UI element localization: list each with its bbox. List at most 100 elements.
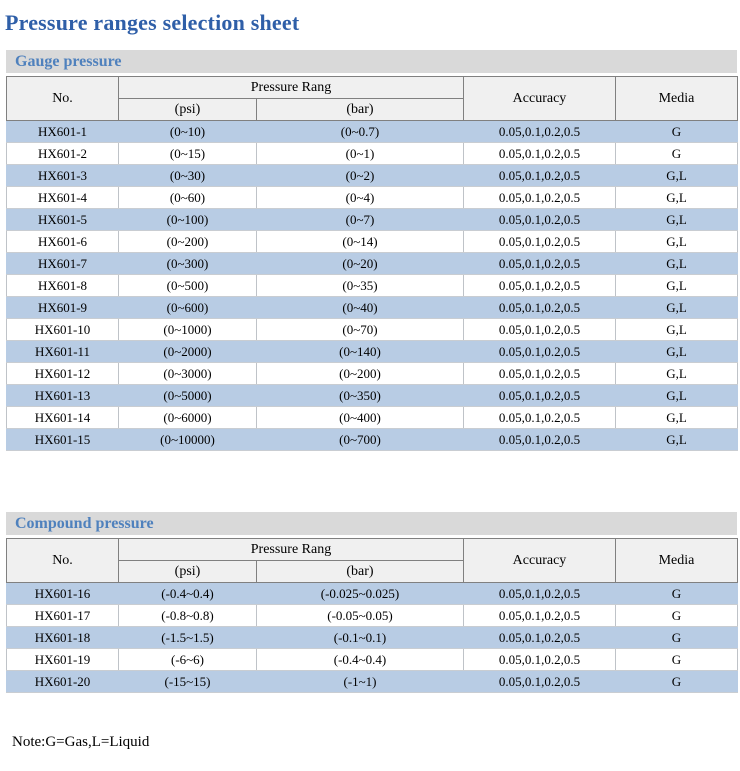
- cell-bar: (0~7): [256, 208, 464, 231]
- col-header-psi: (psi): [118, 560, 257, 583]
- table-row: HX601-8 (0~500) (0~35) 0.05,0.1,0.2,0.5 G,L: [6, 274, 738, 297]
- col-header-bar: (bar): [256, 560, 464, 583]
- table-row: HX601-12 (0~3000) (0~200) 0.05,0.1,0.2,0.5 G…: [6, 362, 738, 385]
- cell-no: HX601-7: [6, 252, 119, 275]
- cell-bar: (0~14): [256, 230, 464, 253]
- cell-accuracy: 0.05,0.1,0.2,0.5: [463, 604, 616, 627]
- page-title: Pressure ranges selection sheet: [5, 10, 300, 35]
- cell-accuracy: 0.05,0.1,0.2,0.5: [463, 164, 616, 187]
- cell-bar: (0~2): [256, 164, 464, 187]
- cell-psi: (-1.5~1.5): [118, 626, 257, 649]
- cell-psi: (0~2000): [118, 340, 257, 363]
- cell-media: G: [615, 142, 738, 165]
- gauge-pressure-section-header: Gauge pressure: [6, 50, 737, 73]
- table-row: HX601-13 (0~5000) (0~350) 0.05,0.1,0.2,0.5 G…: [6, 384, 738, 407]
- cell-psi: (-15~15): [118, 670, 257, 693]
- cell-media: G: [615, 626, 738, 649]
- table-row: HX601-16 (-0.4~0.4) (-0.025~0.025) 0.05,0.1…: [6, 582, 738, 605]
- cell-bar: (-0.05~0.05): [256, 604, 464, 627]
- table-row: HX601-15 (0~10000) (0~700) 0.05,0.1,0.2,0.5…: [6, 428, 738, 451]
- table-row: HX601-4 (0~60) (0~4) 0.05,0.1,0.2,0.5 G,L: [6, 186, 738, 209]
- cell-media: G: [615, 604, 738, 627]
- cell-media: G,L: [615, 428, 738, 451]
- compound-pressure-section: Compound pressure No. Pressure Rang Accu…: [6, 512, 738, 693]
- table-row: HX601-7 (0~300) (0~20) 0.05,0.1,0.2,0.5 G,L: [6, 252, 738, 275]
- cell-accuracy: 0.05,0.1,0.2,0.5: [463, 582, 616, 605]
- compound-pressure-table: No. Pressure Rang Accuracy Media (psi) (…: [6, 538, 738, 693]
- cell-accuracy: 0.05,0.1,0.2,0.5: [463, 142, 616, 165]
- table-row: HX601-14 (0~6000) (0~400) 0.05,0.1,0.2,0.5 G…: [6, 406, 738, 429]
- cell-accuracy: 0.05,0.1,0.2,0.5: [463, 428, 616, 451]
- col-header-media: Media: [615, 538, 738, 583]
- cell-media: G,L: [615, 318, 738, 341]
- cell-no: HX601-9: [6, 296, 119, 319]
- cell-media: G,L: [615, 252, 738, 275]
- cell-no: HX601-17: [6, 604, 119, 627]
- cell-bar: (0~4): [256, 186, 464, 209]
- cell-bar: (0~70): [256, 318, 464, 341]
- cell-no: HX601-19: [6, 648, 119, 671]
- cell-psi: (0~5000): [118, 384, 257, 407]
- cell-accuracy: 0.05,0.1,0.2,0.5: [463, 384, 616, 407]
- table-row: HX601-9 (0~600) (0~40) 0.05,0.1,0.2,0.5 G,L: [6, 296, 738, 319]
- cell-accuracy: 0.05,0.1,0.2,0.5: [463, 208, 616, 231]
- cell-no: HX601-11: [6, 340, 119, 363]
- col-header-accuracy: Accuracy: [463, 538, 616, 583]
- cell-media: G,L: [615, 362, 738, 385]
- cell-accuracy: 0.05,0.1,0.2,0.5: [463, 120, 616, 143]
- compound-pressure-section-header: Compound pressure: [6, 512, 737, 535]
- table-row: HX601-19 (-6~6) (-0.4~0.4) 0.05,0.1,0.2,0.5…: [6, 648, 738, 671]
- col-header-psi: (psi): [118, 98, 257, 121]
- table-row: HX601-1 (0~10) (0~0.7) 0.05,0.1,0.2,0.5 G: [6, 120, 738, 143]
- cell-psi: (0~3000): [118, 362, 257, 385]
- table-row: HX601-17 (-0.8~0.8) (-0.05~0.05) 0.05,0.1,0…: [6, 604, 738, 627]
- cell-bar: (0~35): [256, 274, 464, 297]
- cell-bar: (0~20): [256, 252, 464, 275]
- cell-accuracy: 0.05,0.1,0.2,0.5: [463, 340, 616, 363]
- cell-media: G: [615, 670, 738, 693]
- cell-media: G: [615, 120, 738, 143]
- cell-media: G: [615, 648, 738, 671]
- cell-no: HX601-20: [6, 670, 119, 693]
- cell-accuracy: 0.05,0.1,0.2,0.5: [463, 186, 616, 209]
- col-header-no: No.: [6, 538, 119, 583]
- col-header-pressure-range: Pressure Rang: [118, 538, 464, 561]
- cell-bar: (0~200): [256, 362, 464, 385]
- cell-psi: (0~1000): [118, 318, 257, 341]
- col-header-bar: (bar): [256, 98, 464, 121]
- cell-bar: (0~700): [256, 428, 464, 451]
- cell-bar: (-0.4~0.4): [256, 648, 464, 671]
- cell-bar: (-0.1~0.1): [256, 626, 464, 649]
- cell-bar: (0~40): [256, 296, 464, 319]
- cell-psi: (0~30): [118, 164, 257, 187]
- cell-psi: (0~60): [118, 186, 257, 209]
- cell-media: G,L: [615, 164, 738, 187]
- cell-accuracy: 0.05,0.1,0.2,0.5: [463, 362, 616, 385]
- cell-no: HX601-8: [6, 274, 119, 297]
- cell-accuracy: 0.05,0.1,0.2,0.5: [463, 274, 616, 297]
- cell-accuracy: 0.05,0.1,0.2,0.5: [463, 230, 616, 253]
- cell-accuracy: 0.05,0.1,0.2,0.5: [463, 252, 616, 275]
- col-header-media: Media: [615, 76, 738, 121]
- cell-psi: (-0.4~0.4): [118, 582, 257, 605]
- table-row: HX601-10 (0~1000) (0~70) 0.05,0.1,0.2,0.5 G,…: [6, 318, 738, 341]
- cell-no: HX601-5: [6, 208, 119, 231]
- cell-media: G,L: [615, 384, 738, 407]
- cell-bar: (0~350): [256, 384, 464, 407]
- col-header-no: No.: [6, 76, 119, 121]
- cell-no: HX601-16: [6, 582, 119, 605]
- media-legend-note: Note:G=Gas,L=Liquid: [12, 734, 150, 750]
- cell-bar: (0~1): [256, 142, 464, 165]
- cell-no: HX601-4: [6, 186, 119, 209]
- cell-psi: (0~200): [118, 230, 257, 253]
- cell-psi: (0~10): [118, 120, 257, 143]
- cell-media: G,L: [615, 230, 738, 253]
- cell-media: G,L: [615, 274, 738, 297]
- cell-bar: (-0.025~0.025): [256, 582, 464, 605]
- cell-bar: (0~400): [256, 406, 464, 429]
- cell-accuracy: 0.05,0.1,0.2,0.5: [463, 296, 616, 319]
- table-row: HX601-2 (0~15) (0~1) 0.05,0.1,0.2,0.5 G: [6, 142, 738, 165]
- cell-accuracy: 0.05,0.1,0.2,0.5: [463, 648, 616, 671]
- cell-media: G,L: [615, 340, 738, 363]
- cell-no: HX601-10: [6, 318, 119, 341]
